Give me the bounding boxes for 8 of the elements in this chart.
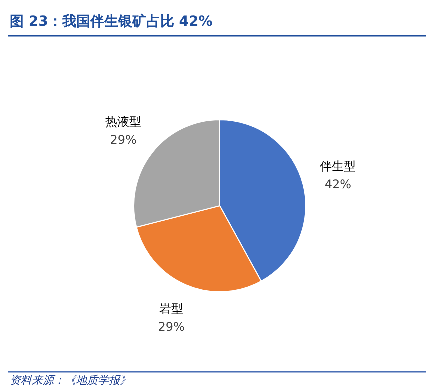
slice-label: 岩型 bbox=[160, 302, 184, 316]
data-label: 29% bbox=[110, 133, 137, 148]
slice-label: 热液型 bbox=[106, 115, 142, 130]
slice-label: 伴生型 bbox=[320, 160, 356, 174]
data-label: 42% bbox=[324, 178, 352, 192]
data-label: 29% bbox=[158, 320, 185, 334]
text: 资料来源：《地质学报》 bbox=[10, 374, 131, 387]
chart-title: 图 23：我国伴生银矿占比 42% bbox=[10, 13, 213, 30]
